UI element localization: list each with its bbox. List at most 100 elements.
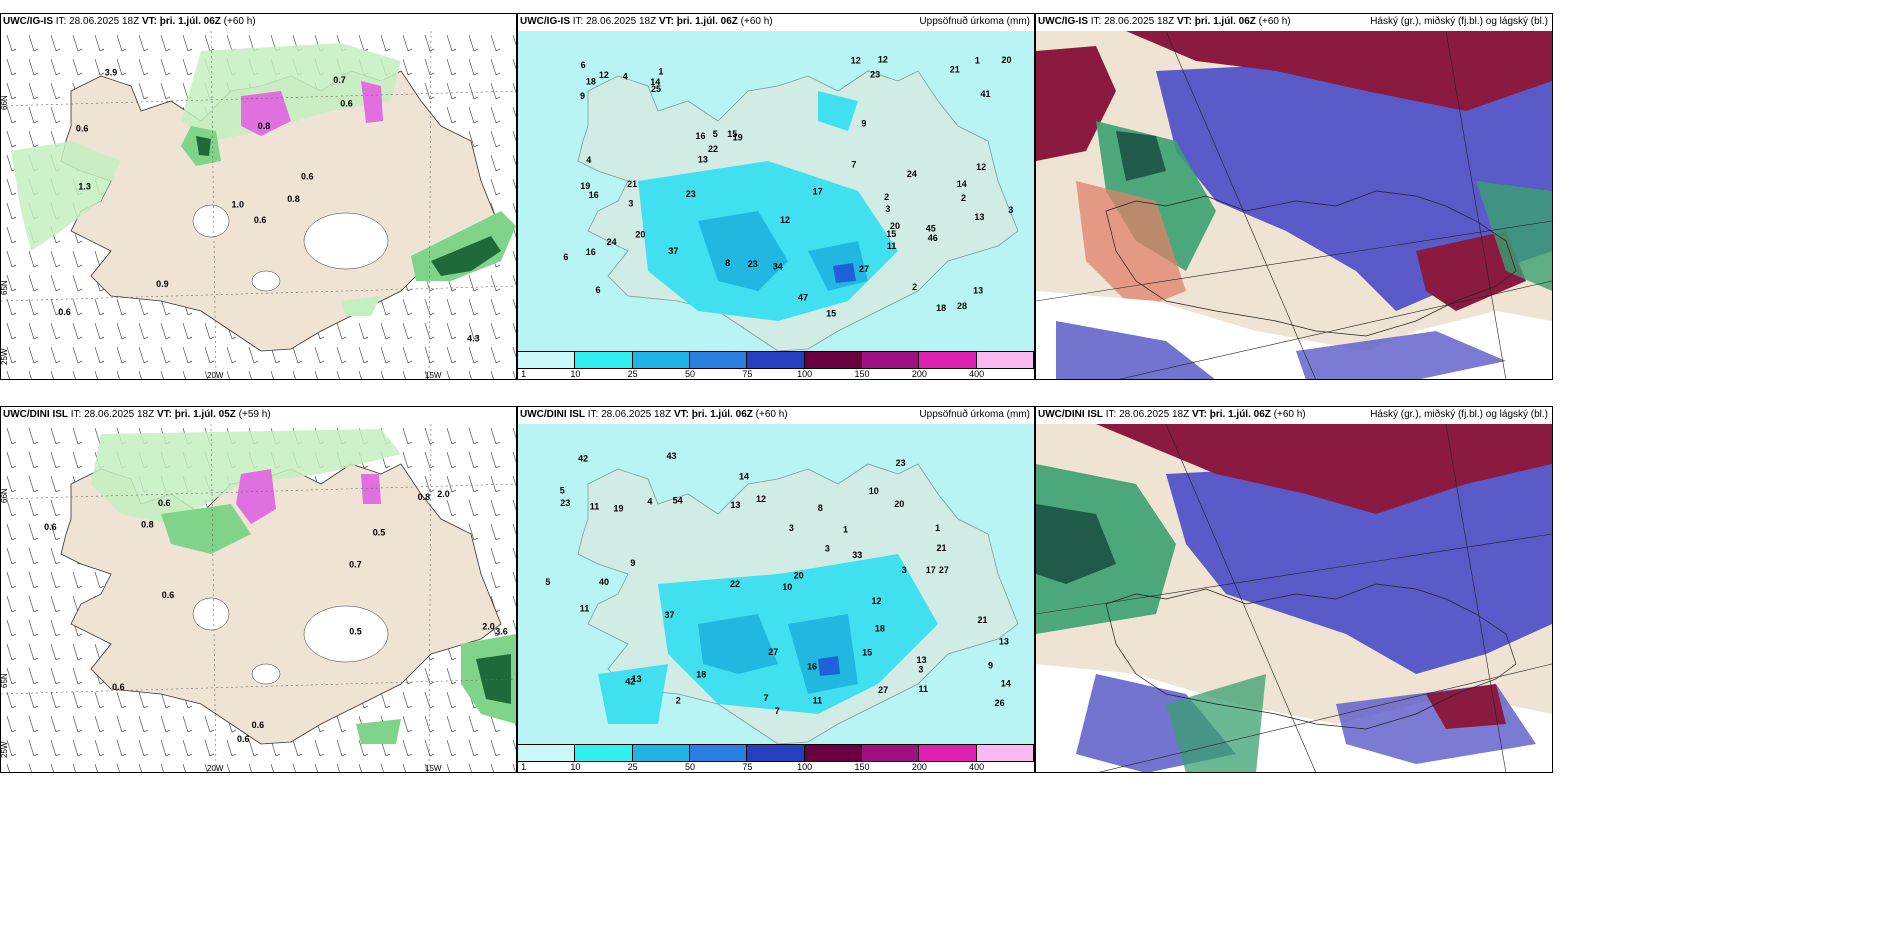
- value-label: 2: [884, 192, 889, 202]
- precip-area: [698, 211, 788, 291]
- glacier: [303, 212, 389, 270]
- value-label: 26: [995, 698, 1005, 708]
- value-label: 11: [887, 241, 897, 251]
- colorbar-tick-label: 10: [570, 369, 581, 379]
- value-label: 0.5: [349, 627, 362, 637]
- cloud-map: [1036, 31, 1552, 379]
- value-label: 11: [919, 684, 929, 694]
- panel-variable: Háský (gr.), miðský (fj.bl.) og lágský (…: [1370, 16, 1548, 27]
- value-label: 15: [862, 648, 872, 658]
- value-label: 12: [780, 215, 790, 225]
- wind-map: 0.6 0.80.70.60.80.60.50.62.03.62.00.60.50…: [1, 424, 516, 772]
- model-name: UWC/DINI ISL: [1038, 409, 1103, 420]
- value-label: 7: [775, 706, 780, 716]
- value-label: 13: [632, 674, 642, 684]
- colorbar: 1 10 25 50 75 100 150 200 400: [518, 351, 1034, 379]
- it-value: 28.06.2025 18Z: [69, 16, 140, 27]
- value-label: 19: [733, 132, 743, 142]
- precip-area: [11, 141, 121, 251]
- precip-area: [236, 469, 276, 524]
- model-name: UWC/IG-IS: [3, 16, 53, 27]
- colorbar-tick-label: 25: [627, 369, 638, 379]
- precip-area: [361, 474, 381, 504]
- value-label: 3: [902, 565, 907, 575]
- precip-area: [356, 719, 401, 744]
- panel-title: UWC/DINI ISL IT: 28.06.2025 18Z VT: þri.…: [1038, 409, 1306, 420]
- cloud-map: [1036, 424, 1552, 772]
- panel-ig-is-precip: UWC/IG-IS IT: 28.06.2025 18Z VT: þri. 1.…: [517, 13, 1035, 380]
- colorbar-cell: [861, 352, 920, 368]
- vt-label: VT:: [1176, 16, 1192, 27]
- precip-area: [698, 614, 778, 674]
- value-label: 0.6: [158, 498, 171, 508]
- value-label: 13: [698, 155, 708, 165]
- cloud-mid: [1056, 321, 1215, 379]
- colorbar-cell: [804, 352, 862, 368]
- colorbar-cell: [747, 745, 805, 761]
- glacier: [303, 605, 389, 663]
- value-label: 47: [798, 293, 808, 303]
- value-label: 7: [764, 693, 769, 703]
- it-label: IT:: [587, 409, 599, 420]
- grid-label: 15W: [425, 371, 442, 380]
- value-label: 19: [580, 181, 590, 191]
- panel-title: UWC/DINI ISL IT: 28.06.2025 18Z VT: þri.…: [3, 409, 271, 420]
- value-label: 0.7: [349, 559, 362, 569]
- colorbar-tick-label: 50: [684, 762, 696, 772]
- colorbar-tick-label: 100: [797, 369, 813, 379]
- colorbar-cell: [747, 352, 805, 368]
- value-label: 0.8: [418, 492, 431, 502]
- vt-label: VT:: [673, 409, 689, 420]
- value-label: 13: [730, 500, 740, 510]
- value-label: 21: [937, 543, 947, 553]
- vt-value: þri. 1.júl. 06Z: [676, 16, 738, 27]
- value-label: 3: [885, 204, 890, 214]
- value-label: 3: [825, 543, 830, 553]
- cloud-high: [1126, 31, 1552, 111]
- cloud-high: [1416, 231, 1526, 311]
- value-label: 0.6: [254, 215, 267, 225]
- colorbar-tick-label: 150: [854, 762, 870, 772]
- cloud-high: [1426, 684, 1506, 729]
- lead-time: (+60 h): [755, 409, 788, 420]
- grid-label: 20W: [207, 371, 224, 380]
- value-label: 6: [581, 60, 586, 70]
- colorbar-tick-label: 150: [854, 369, 870, 379]
- colorbar-tick-label: 10: [570, 762, 581, 772]
- cloud-high: [1096, 424, 1552, 514]
- value-label: 13: [973, 285, 983, 295]
- value-label: 1: [975, 56, 980, 66]
- it-value: 28.06.2025 18Z: [84, 409, 155, 420]
- it-label: IT:: [1090, 16, 1102, 27]
- grid-label: 25W: [1, 348, 9, 365]
- value-label: 0.6: [340, 99, 353, 109]
- value-label: 0.6: [252, 720, 265, 730]
- value-label: 4: [623, 72, 628, 82]
- panel-title: UWC/IG-IS IT: 28.06.2025 18Z VT: þri. 1.…: [3, 16, 256, 27]
- value-label: 19: [614, 503, 624, 513]
- cloud-high: [1036, 46, 1116, 161]
- glacier: [251, 663, 281, 685]
- value-label: 15: [886, 229, 896, 239]
- value-label: 16: [586, 247, 596, 257]
- panel-dini-clouds: UWC/DINI ISL IT: 28.06.2025 18Z VT: þri.…: [1035, 406, 1553, 773]
- value-label: 0.6: [301, 172, 314, 182]
- panel-dini-precip: UWC/DINI ISL IT: 28.06.2025 18Z VT: þri.…: [517, 406, 1035, 773]
- value-label: 12: [756, 494, 766, 504]
- value-label: 3: [1008, 205, 1013, 215]
- precip-area: [181, 43, 401, 141]
- value-label: 4.3: [467, 333, 480, 343]
- colorbar-cell: [632, 352, 690, 368]
- panel-ig-is-clouds: UWC/IG-IS IT: 28.06.2025 18Z VT: þri. 1.…: [1035, 13, 1553, 380]
- lead-time: (+60 h): [223, 16, 256, 27]
- value-label: 7: [851, 159, 856, 169]
- value-label: 10: [869, 486, 879, 496]
- value-label: 14: [739, 472, 749, 482]
- colorbar-cell: [919, 352, 977, 368]
- grid-label: 65N: [1, 673, 9, 688]
- colorbar-cell: [976, 745, 1034, 761]
- panel-title: UWC/DINI ISL IT: 28.06.2025 18Z VT: þri.…: [520, 409, 788, 420]
- vt-label: VT:: [141, 16, 157, 27]
- precip-area: [341, 296, 381, 316]
- colorbar-cell: [689, 352, 748, 368]
